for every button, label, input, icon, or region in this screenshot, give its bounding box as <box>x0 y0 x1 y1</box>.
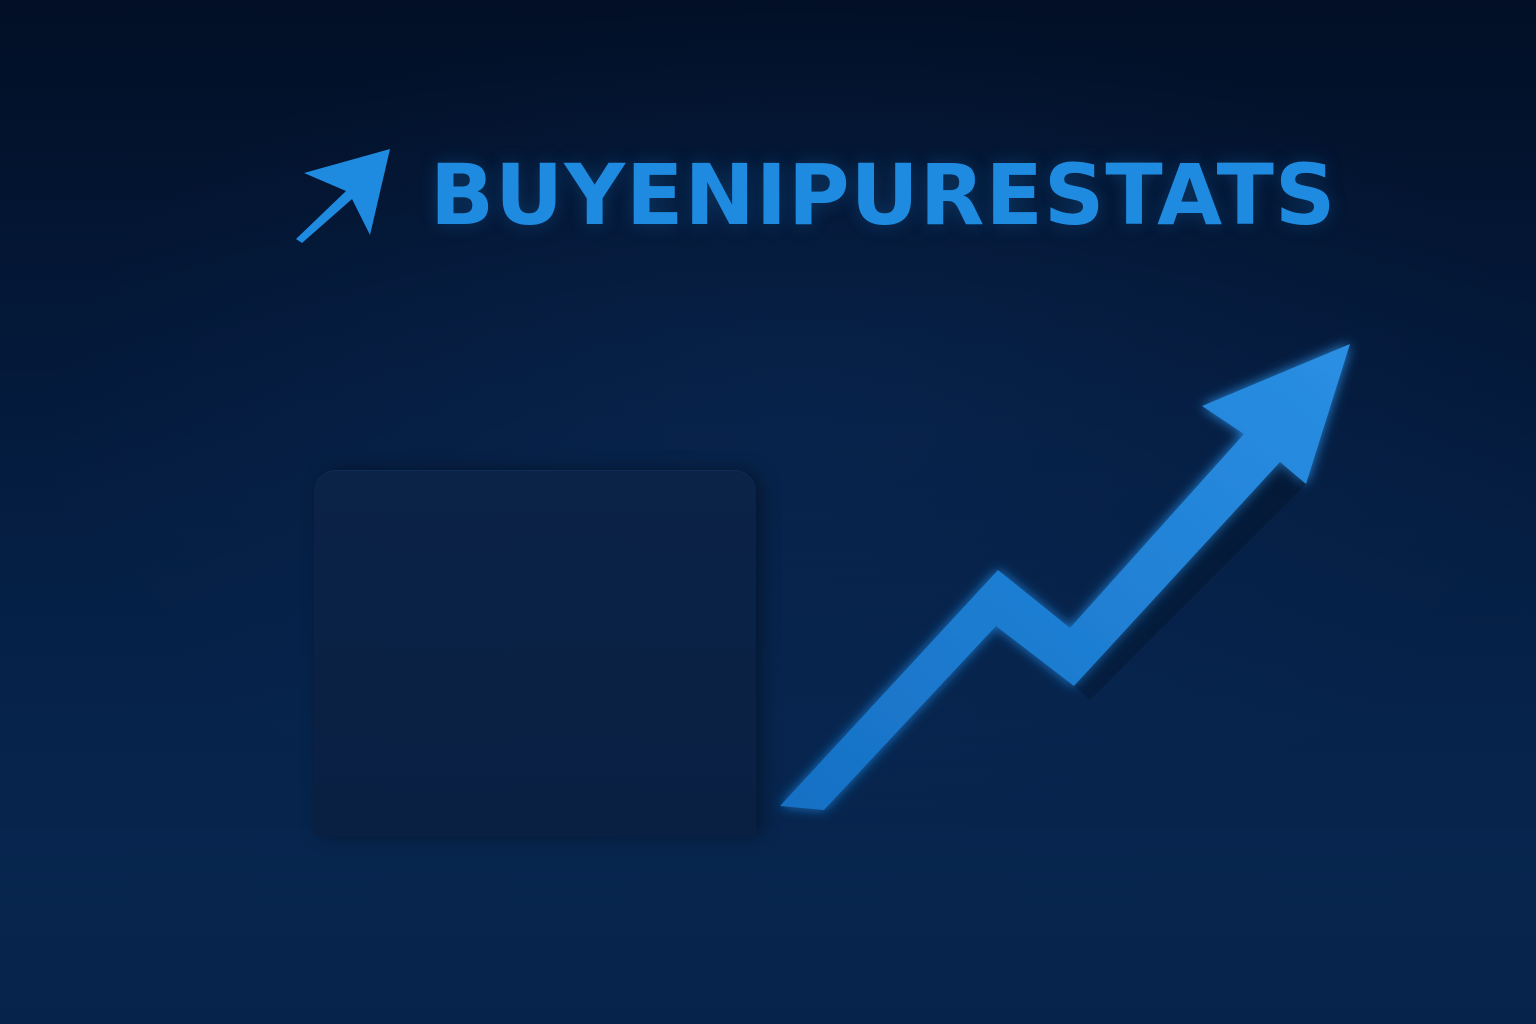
brand-header: BUYENIPURESTATS <box>292 140 1336 250</box>
blank-card <box>314 470 756 836</box>
brand-name: BUYENIPURESTATS <box>430 146 1337 244</box>
floor-surface <box>0 830 1536 1024</box>
arrow-up-right-icon <box>296 149 390 243</box>
